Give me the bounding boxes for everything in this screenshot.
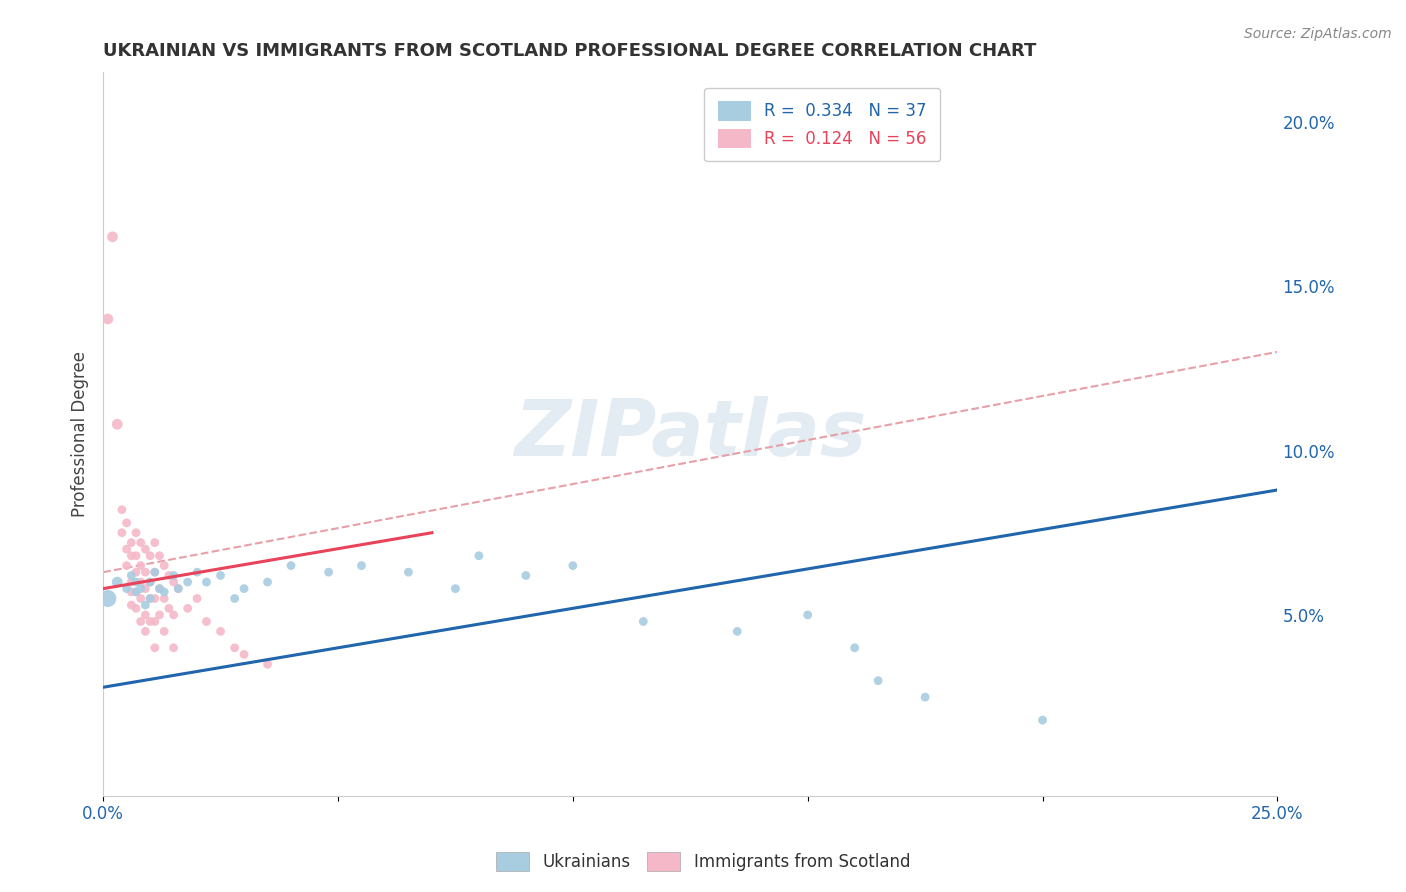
- Point: [914, 690, 936, 705]
- Point: [125, 575, 148, 590]
- Point: [233, 648, 256, 662]
- Point: [139, 575, 162, 590]
- Point: [115, 542, 138, 557]
- Point: [868, 673, 890, 688]
- Point: [134, 624, 156, 639]
- Point: [209, 624, 232, 639]
- Point: [97, 591, 120, 606]
- Point: [115, 516, 138, 530]
- Point: [515, 568, 537, 582]
- Point: [134, 598, 156, 612]
- Point: [125, 585, 148, 599]
- Point: [143, 565, 166, 579]
- Text: UKRAINIAN VS IMMIGRANTS FROM SCOTLAND PROFESSIONAL DEGREE CORRELATION CHART: UKRAINIAN VS IMMIGRANTS FROM SCOTLAND PR…: [103, 42, 1036, 60]
- Point: [139, 615, 162, 629]
- Point: [350, 558, 373, 573]
- Point: [176, 601, 198, 615]
- Point: [162, 607, 184, 622]
- Point: [280, 558, 302, 573]
- Point: [396, 565, 419, 579]
- Point: [125, 601, 148, 615]
- Point: [111, 525, 134, 540]
- Text: ZIPatlas: ZIPatlas: [515, 396, 866, 472]
- Legend: Ukrainians, Immigrants from Scotland: Ukrainians, Immigrants from Scotland: [488, 843, 918, 880]
- Point: [148, 582, 170, 596]
- Point: [153, 585, 176, 599]
- Y-axis label: Professional Degree: Professional Degree: [72, 351, 89, 517]
- Point: [186, 565, 208, 579]
- Point: [157, 601, 180, 615]
- Point: [115, 558, 138, 573]
- Point: [162, 568, 184, 582]
- Point: [318, 565, 340, 579]
- Point: [162, 640, 184, 655]
- Point: [1031, 713, 1053, 727]
- Point: [233, 582, 256, 596]
- Point: [139, 549, 162, 563]
- Point: [143, 565, 166, 579]
- Point: [195, 575, 218, 590]
- Point: [143, 535, 166, 549]
- Point: [256, 657, 278, 672]
- Point: [256, 575, 278, 590]
- Point: [725, 624, 748, 639]
- Point: [120, 575, 142, 590]
- Point: [162, 575, 184, 590]
- Point: [148, 549, 170, 563]
- Point: [125, 585, 148, 599]
- Point: [561, 558, 583, 573]
- Point: [143, 615, 166, 629]
- Point: [153, 624, 176, 639]
- Point: [796, 607, 818, 622]
- Point: [120, 585, 142, 599]
- Point: [120, 535, 142, 549]
- Point: [224, 640, 246, 655]
- Point: [125, 565, 148, 579]
- Point: [157, 568, 180, 582]
- Point: [111, 502, 134, 516]
- Point: [167, 582, 190, 596]
- Point: [134, 542, 156, 557]
- Point: [129, 535, 152, 549]
- Point: [115, 582, 138, 596]
- Point: [468, 549, 491, 563]
- Point: [444, 582, 467, 596]
- Point: [129, 558, 152, 573]
- Point: [125, 549, 148, 563]
- Point: [143, 640, 166, 655]
- Point: [195, 615, 218, 629]
- Point: [125, 525, 148, 540]
- Point: [844, 640, 866, 655]
- Point: [143, 591, 166, 606]
- Point: [139, 591, 162, 606]
- Point: [224, 591, 246, 606]
- Text: Source: ZipAtlas.com: Source: ZipAtlas.com: [1244, 27, 1392, 41]
- Point: [120, 549, 142, 563]
- Legend: R =  0.334   N = 37, R =  0.124   N = 56: R = 0.334 N = 37, R = 0.124 N = 56: [704, 88, 941, 161]
- Point: [134, 565, 156, 579]
- Point: [134, 607, 156, 622]
- Point: [153, 591, 176, 606]
- Point: [129, 582, 152, 596]
- Point: [120, 598, 142, 612]
- Point: [167, 582, 190, 596]
- Point: [134, 582, 156, 596]
- Point: [129, 575, 152, 590]
- Point: [186, 591, 208, 606]
- Point: [129, 591, 152, 606]
- Point: [139, 591, 162, 606]
- Point: [105, 417, 128, 432]
- Point: [176, 575, 198, 590]
- Point: [97, 312, 120, 326]
- Point: [209, 568, 232, 582]
- Point: [139, 575, 162, 590]
- Point: [120, 568, 142, 582]
- Point: [105, 575, 128, 590]
- Point: [101, 229, 124, 244]
- Point: [148, 607, 170, 622]
- Point: [633, 615, 655, 629]
- Point: [129, 615, 152, 629]
- Point: [148, 582, 170, 596]
- Point: [153, 558, 176, 573]
